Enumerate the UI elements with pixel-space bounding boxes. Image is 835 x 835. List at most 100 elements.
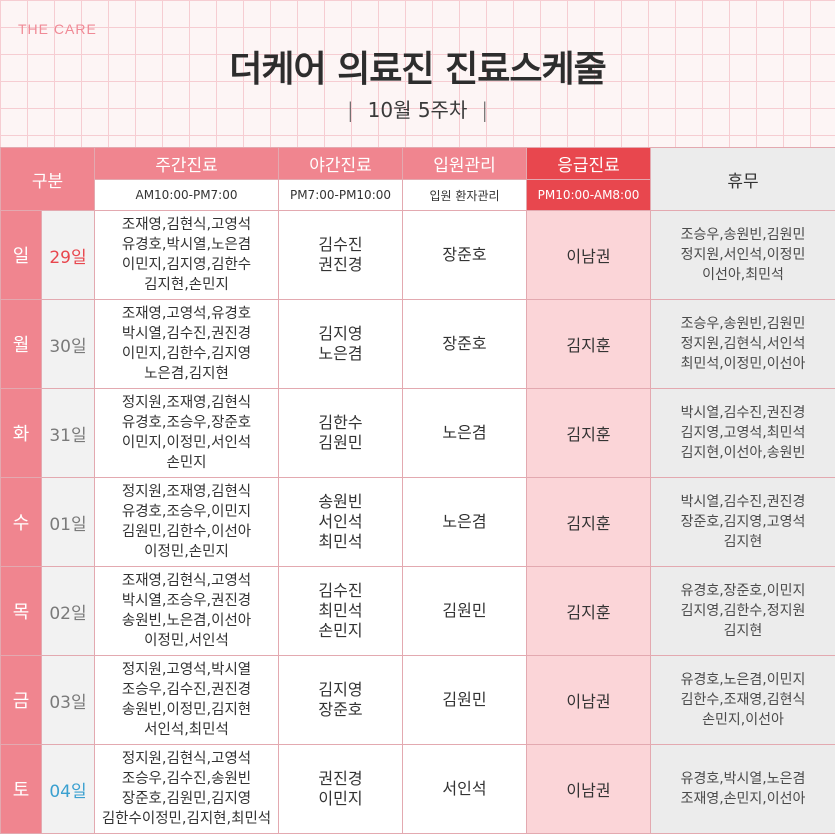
date-cell: 29일: [41, 210, 95, 300]
divider-left: |: [346, 98, 354, 122]
night-clinic-cell: 김수진 권진경: [278, 210, 403, 300]
header-row: 구분 주간진료 야간진료 입원관리 응급진료 휴무: [0, 147, 835, 211]
emergency-header: 응급진료: [526, 147, 651, 180]
name-line: 박시열,김수진,권진경: [680, 405, 806, 421]
date-cell: 03일: [41, 655, 95, 745]
name-line: 김한수: [318, 413, 363, 432]
header-banner: THE CARE 더케어 의료진 진료스케줄 | 10월 5주차 |: [0, 0, 835, 147]
name-line: 정지원,조재영,김현식: [121, 484, 252, 500]
off-cell: 유경호,장준호,이민지 김지영,김한수,정지원 김지현: [650, 566, 835, 656]
day-clinic-hours: AM10:00-PM7:00: [94, 179, 279, 211]
night-clinic-cell: 김한수 김원민: [278, 388, 403, 478]
emergency-cell: 김지훈: [526, 477, 651, 567]
emergency-cell: 이남권: [526, 655, 651, 745]
name-line: 최민석,이정민,이선아: [680, 356, 806, 372]
name-line: 김수진: [318, 235, 363, 254]
day-clinic-cell: 정지원,김현식,고영석 조승우,김수진,송원빈 장준호,김원민,김지영 김한수이정민,…: [94, 744, 279, 834]
night-clinic-cell: 김지영 장준호: [278, 655, 403, 745]
emergency-cell: 김지훈: [526, 388, 651, 478]
inpatient-cell: 노은겸: [402, 477, 527, 567]
name-line: 김지영,고영석,최민석: [680, 425, 806, 441]
name-line: 조재영,손민지,이선아: [680, 791, 806, 807]
date-cell: 30일: [41, 299, 95, 389]
name-line: 정지원,김현식,서인석: [680, 336, 806, 352]
name-line: 손민지: [166, 455, 207, 471]
emergency-cell: 이남권: [526, 210, 651, 300]
page-subtitle: | 10월 5주차 |: [0, 94, 835, 123]
name-line: 권진경: [318, 255, 363, 274]
night-clinic-cell: 김수진 최민석 손민지: [278, 566, 403, 656]
name-line: 장준호,김원민,김지영: [121, 791, 252, 807]
name-line: 서인석: [318, 512, 363, 531]
name-line: 박시열,조승우,권진경: [121, 593, 252, 609]
off-cell: 조승우,송원빈,김원민 정지원,김현식,서인석 최민석,이정민,이선아: [650, 299, 835, 389]
name-line: 이민지,김지영,김한수: [121, 257, 252, 273]
night-clinic-cell: 송원빈 서인석 최민석: [278, 477, 403, 567]
name-line: 정지원,서인석,이정민: [680, 247, 806, 263]
night-clinic-cell: 김지영 노은겸: [278, 299, 403, 389]
name-line: 박시열,김수진,권진경: [680, 494, 806, 510]
emergency-cell: 김지훈: [526, 566, 651, 656]
name-line: 최민석: [318, 601, 363, 620]
name-line: 김한수,조재영,김현식: [680, 692, 806, 708]
emergency-cell: 이남권: [526, 744, 651, 834]
name-line: 김지현,손민지: [144, 277, 229, 293]
schedule-row: 화 31일 정지원,조재영,김현식 유경호,조승우,장준호 이민지,이정민,서인석 손민지…: [0, 388, 835, 478]
name-line: 유경호,박시열,노은겸: [680, 771, 806, 787]
schedule-table: 구분 주간진료 야간진료 입원관리 응급진료 휴무 AM10:00-PM7:00…: [0, 147, 835, 834]
name-line: 김수진: [318, 581, 363, 600]
date-cell: 04일: [41, 744, 95, 834]
name-line: 이민지,이정민,서인석: [121, 435, 252, 451]
name-line: 노은겸,김지현: [144, 366, 229, 382]
inpatient-cell: 노은겸: [402, 388, 527, 478]
emergency-cell: 김지훈: [526, 299, 651, 389]
weekday-cell: 금: [0, 655, 42, 745]
name-line: 유경호,장준호,이민지: [680, 583, 806, 599]
name-line: 조승우,김수진,송원빈: [121, 771, 252, 787]
name-line: 이정민,서인석: [144, 633, 229, 649]
night-clinic-header: 야간진료: [278, 147, 403, 180]
name-line: 권진경: [318, 769, 363, 788]
page-title: 더케어 의료진 진료스케줄: [229, 49, 606, 90]
schedule-row: 수 01일 정지원,조재영,김현식 유경호,조승우,이민지 김원민,김한수,이선아 이정민…: [0, 477, 835, 567]
inpatient-sub: 입원 환자관리: [402, 179, 527, 211]
name-line: 송원빈: [318, 492, 363, 511]
name-line: 이민지,김한수,김지영: [121, 346, 252, 362]
off-cell: 조승우,송원빈,김원민 정지원,서인석,이정민 이선아,최민석: [650, 210, 835, 300]
name-line: 김한수이정민,김지현,최민석: [101, 811, 272, 827]
weekday-cell: 일: [0, 210, 42, 300]
date-cell: 31일: [41, 388, 95, 478]
name-line: 유경호,노은겸,이민지: [680, 672, 806, 688]
name-line: 송원빈,이정민,김지현: [121, 702, 252, 718]
name-line: 손민지,이선아: [702, 712, 784, 728]
name-line: 이민지: [318, 789, 363, 808]
name-line: 유경호,조승우,이민지: [121, 504, 252, 520]
name-line: 김원민,김한수,이선아: [121, 524, 252, 540]
name-line: 김지영: [318, 324, 363, 343]
inpatient-cell: 장준호: [402, 210, 527, 300]
name-line: 조재영,고영석,유경호: [121, 306, 252, 322]
name-line: 유경호,박시열,노은겸: [121, 237, 252, 253]
name-line: 박시열,김수진,권진경: [121, 326, 252, 342]
name-line: 정지원,고영석,박시열: [121, 662, 252, 678]
name-line: 조승우,송원빈,김원민: [680, 227, 806, 243]
name-line: 조재영,김현식,고영석: [121, 573, 252, 589]
category-header: 구분: [0, 147, 95, 211]
inpatient-cell: 장준호: [402, 299, 527, 389]
name-line: 김지현: [723, 623, 763, 639]
off-cell: 박시열,김수진,권진경 장준호,김지영,고영석 김지현: [650, 477, 835, 567]
night-clinic-hours: PM7:00-PM10:00: [278, 179, 403, 211]
name-line: 김지현,이선아,송원빈: [680, 445, 806, 461]
name-line: 이정민,손민지: [144, 544, 229, 560]
schedule-row: 금 03일 정지원,고영석,박시열 조승우,김수진,권진경 송원빈,이정민,김지현 서인석…: [0, 655, 835, 745]
name-line: 정지원,조재영,김현식: [121, 395, 252, 411]
name-line: 송원빈,노은겸,이선아: [121, 613, 252, 629]
weekday-cell: 월: [0, 299, 42, 389]
name-line: 유경호,조승우,장준호: [121, 415, 252, 431]
